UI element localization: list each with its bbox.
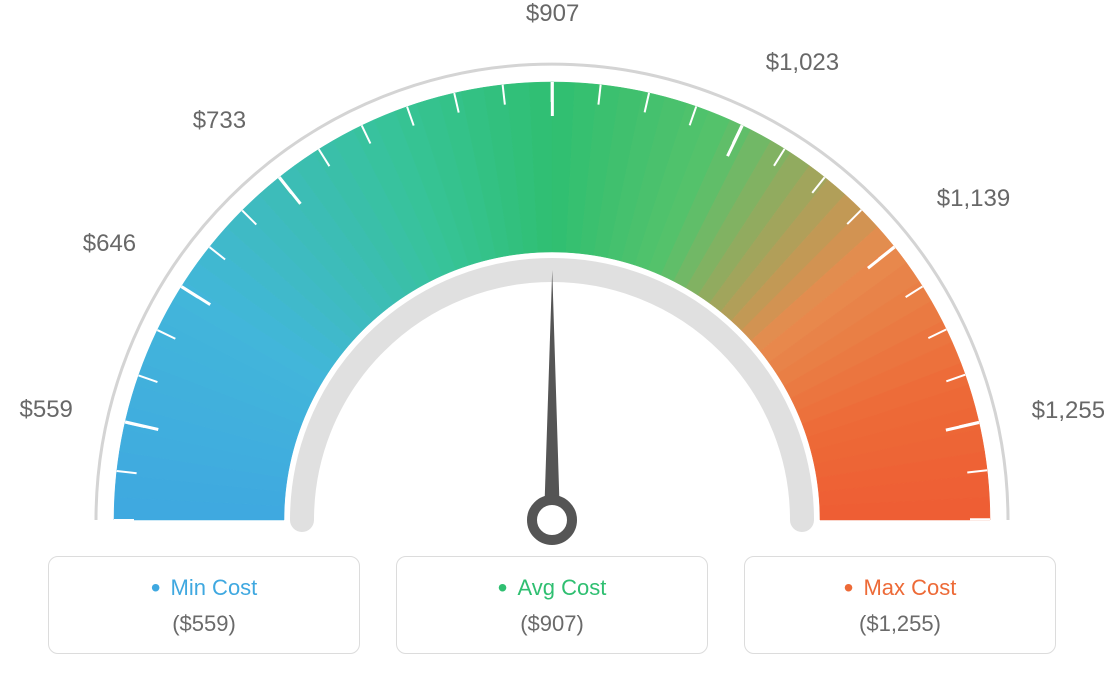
tick-label: $559 [20,396,73,424]
min-cost-value: ($559) [59,611,349,637]
max-cost-label: Max Cost [755,575,1045,601]
tick-label: $1,255 [1032,397,1104,425]
tick-label: $907 [526,0,579,28]
avg-cost-card: Avg Cost ($907) [396,556,708,654]
tick-label: $1,139 [937,185,1010,213]
gauge-svg [0,0,1104,560]
gauge-chart: $559 $646 $733 $907 $1,023 $1,139 $1,255 [0,0,1104,560]
max-cost-value: ($1,255) [755,611,1045,637]
legend-cards: Min Cost ($559) Avg Cost ($907) Max Cost… [0,556,1104,654]
tick-label: $1,023 [766,49,839,77]
max-cost-card: Max Cost ($1,255) [744,556,1056,654]
tick-label: $646 [83,230,136,258]
tick-label: $733 [193,107,246,135]
gauge-hub [532,500,572,540]
min-cost-label: Min Cost [59,575,349,601]
avg-cost-value: ($907) [407,611,697,637]
gauge-needle [544,270,560,520]
min-cost-card: Min Cost ($559) [48,556,360,654]
avg-cost-label: Avg Cost [407,575,697,601]
